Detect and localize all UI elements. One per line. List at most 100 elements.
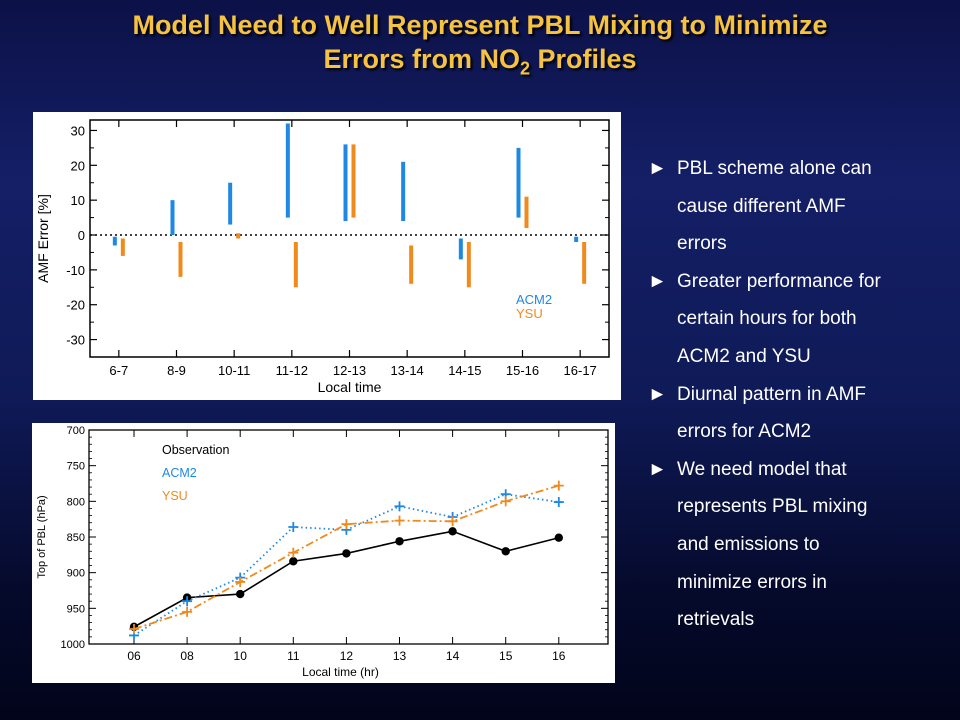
bullet-2-arrow-icon: ► <box>648 270 667 292</box>
amf-error-chart: -30 -20 -10 0 10 20 30 6-7 8-9 10-11 11-12 12-13 13-… <box>35 119 610 395</box>
bullet-3-line-2: errors for ACM2 <box>677 421 812 443</box>
x-tick-label: 08 <box>180 649 194 663</box>
point-acm2-08 <box>182 596 193 607</box>
plot-frame <box>88 429 609 645</box>
bar-ysu-16-17 <box>582 241 587 284</box>
bullet-1-line-1: PBL scheme alone can <box>677 158 872 179</box>
bullet-3-arrow-icon: ► <box>648 383 667 405</box>
x-axis-label: Local time <box>318 379 382 395</box>
bar-acm2-11-12 <box>285 123 290 218</box>
point-ysu-15 <box>500 496 511 507</box>
bullet-2-line-3: ACM2 and YSU <box>677 345 811 367</box>
y-tick-label: 10 <box>71 193 85 208</box>
bullet-4-arrow-icon: ► <box>648 458 667 480</box>
x-tick-label: 13-14 <box>391 363 424 378</box>
bullet-2-line-1: Greater performance for <box>677 270 881 292</box>
y-tick-label: 900 <box>67 568 85 580</box>
bullet-4-line-4: minimize errors in <box>677 571 827 593</box>
legend-ysu: YSU <box>516 306 543 321</box>
x-tick-label: 10 <box>234 649 248 663</box>
bar-acm2-10-11 <box>228 182 233 225</box>
bar-acm2-8-9 <box>170 200 175 236</box>
point-observation-14 <box>448 527 457 536</box>
bullet-1-line-2: cause different AMF <box>677 195 846 217</box>
bullet-4-line-5: retrievals <box>677 609 755 631</box>
y-tick-label: 0 <box>78 228 85 243</box>
bar-ysu-6-7 <box>120 238 125 256</box>
line-ysu <box>133 484 560 630</box>
y-tick-label: -10 <box>66 263 85 278</box>
bar-acm2-15-16 <box>516 147 521 218</box>
x-tick-label: 10-11 <box>218 363 250 378</box>
title-line-1: Model Need to Well Represent PBL Mixing … <box>132 10 828 40</box>
bar-ysu-14-15 <box>466 241 471 288</box>
point-ysu-10 <box>235 576 246 587</box>
bullet-3: ► Diurnal pattern in AMF errors for ACM2 <box>648 376 948 451</box>
legend-acm2: ACM2 <box>516 292 552 307</box>
point-observation-15 <box>501 547 510 556</box>
bullet-2-line-2: certain hours for both <box>677 308 857 330</box>
line-observation <box>133 530 559 628</box>
bullet-4-line-2: represents PBL mixing <box>677 496 868 518</box>
legend-observation: Observation <box>162 443 229 457</box>
bar-acm2-12-13 <box>343 144 348 222</box>
x-tick-label: 16-17 <box>564 363 597 378</box>
bar-ysu-11-12 <box>293 241 298 288</box>
bullet-2: ► Greater performance for certain hours … <box>648 263 948 376</box>
bar-ysu-8-9 <box>178 241 183 277</box>
x-tick-label: 14-15 <box>448 363 481 378</box>
point-observation-10 <box>236 589 245 599</box>
bar-ysu-10-11 <box>236 233 241 239</box>
title-line-2-text: Errors from NO <box>323 44 520 74</box>
bar-ysu-13-14 <box>409 245 414 284</box>
bar-acm2-16-17 <box>574 236 579 242</box>
y-tick-label: -30 <box>66 333 85 348</box>
bar-acm2-6-7 <box>112 236 117 246</box>
y-tick-label: 750 <box>67 461 85 473</box>
plot-frame <box>89 119 610 358</box>
x-tick-label: 8-9 <box>167 363 186 378</box>
x-tick-label: 15-16 <box>506 363 539 378</box>
point-observation-13 <box>395 537 404 546</box>
point-ysu-11 <box>288 547 299 558</box>
bar-ysu-15-16 <box>524 196 529 229</box>
x-tick-label: 16 <box>552 649 566 663</box>
x-tick-label: 11 <box>287 649 300 663</box>
bar-acm2-14-15 <box>458 238 463 260</box>
point-acm2-11 <box>288 522 299 533</box>
bullet-4: ► We need model that represents PBL mixi… <box>648 451 948 639</box>
point-ysu-12 <box>341 519 352 530</box>
y-tick-label: 850 <box>67 532 85 544</box>
legend-acm2: ACM2 <box>162 466 197 480</box>
point-observation-12 <box>342 549 351 558</box>
y-tick-label: 1000 <box>61 639 85 651</box>
x-tick-label: 06 <box>127 649 141 663</box>
y-axis-label: AMF Error [%] <box>35 194 51 283</box>
bar-acm2-13-14 <box>401 161 406 222</box>
point-ysu-16 <box>553 480 564 491</box>
point-ysu-13 <box>394 515 405 526</box>
point-ysu-08 <box>182 606 193 617</box>
x-tick-label: 13 <box>393 649 407 663</box>
line-acm2 <box>133 493 559 637</box>
y-tick-label: 800 <box>67 496 85 508</box>
title-line-2: Errors from NO2 Profiles <box>0 42 960 85</box>
x-tick-label: 6-7 <box>109 363 128 378</box>
bullet-4-line-1: We need model that <box>677 458 847 480</box>
bar-ysu-12-13 <box>351 144 356 218</box>
y-axis-label: Top of PBL (hPa) <box>36 495 48 578</box>
bullet-list: ► PBL scheme alone can cause different A… <box>648 150 948 639</box>
bullet-1: ► PBL scheme alone can cause different A… <box>648 150 948 263</box>
slide-title: Model Need to Well Represent PBL Mixing … <box>0 8 960 85</box>
y-tick-label: -20 <box>66 298 85 313</box>
pbl-top-chart-panel: 700 750 800 850 900 950 1000 06 08 10 11 12 13 14 15 16… <box>32 423 615 683</box>
x-tick-label: 14 <box>446 649 460 663</box>
bullet-3-line-1: Diurnal pattern in AMF <box>677 383 867 405</box>
point-observation-11 <box>289 557 298 566</box>
y-tick-label: 30 <box>71 123 85 138</box>
point-acm2-16 <box>553 497 564 508</box>
x-tick-label: 15 <box>499 649 513 663</box>
y-tick-label: 700 <box>67 425 85 437</box>
bullet-1-arrow-icon: ► <box>648 158 667 179</box>
title-subscript: 2 <box>519 58 530 79</box>
